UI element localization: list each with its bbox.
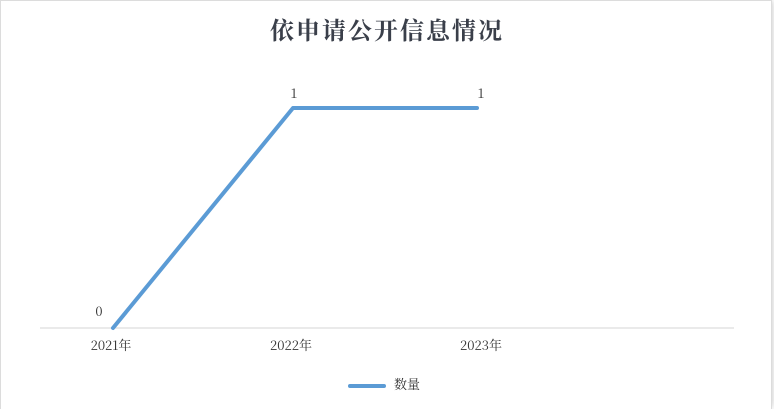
svg-text:1: 1 (290, 83, 297, 102)
svg-text:2022年: 2022年 (270, 335, 312, 354)
svg-text:2021年: 2021年 (91, 335, 132, 354)
svg-text:0: 0 (95, 301, 102, 320)
svg-text:1: 1 (477, 83, 484, 102)
svg-text:2023年: 2023年 (460, 335, 502, 354)
